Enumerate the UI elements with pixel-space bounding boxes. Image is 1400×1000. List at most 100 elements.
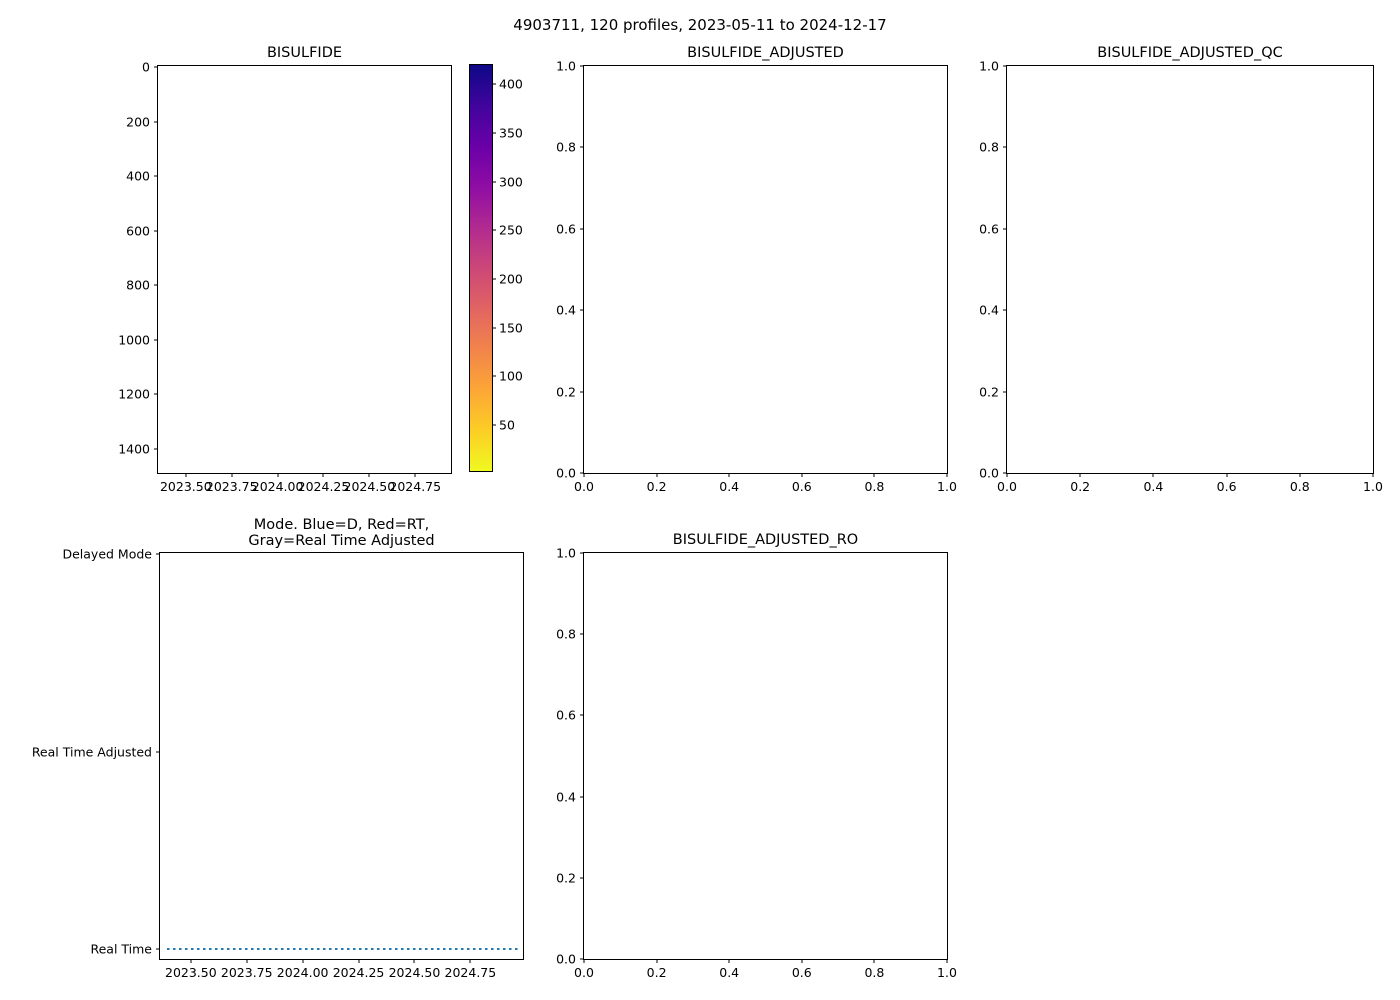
y-tick-label: 0.2	[556, 384, 576, 400]
y-tick-mark	[492, 375, 496, 377]
y-tick-label: 200	[499, 271, 523, 287]
x-tick-mark	[414, 473, 416, 477]
figure-suptitle: 4903711, 120 profiles, 2023-05-11 to 202…	[513, 16, 887, 34]
x-tick-label: 2024.00	[251, 479, 304, 494]
x-tick-mark	[873, 959, 875, 963]
x-tick-mark	[656, 959, 658, 963]
y-tick-mark	[492, 327, 496, 329]
y-tick-label: 1.0	[556, 545, 576, 561]
x-tick-mark	[1226, 473, 1228, 477]
x-tick-mark	[231, 473, 233, 477]
x-tick-label: 0.2	[1070, 479, 1091, 494]
subplot-bisulfide: BISULFIDE 2023.50 2023.75 2024.00 2024.25 20…	[118, 45, 452, 494]
y-tick-mark	[1003, 65, 1007, 67]
y-tick-label: 250	[499, 222, 523, 238]
y-tick-mark	[492, 132, 496, 134]
y-tick-label: Real Time	[90, 941, 152, 957]
y-tick-label: 0	[142, 59, 150, 75]
x-tick-mark	[246, 959, 248, 963]
subplot-mode: Mode. Blue=D, Red=RT, Gray=Real Time Adj…	[32, 517, 524, 980]
x-tick-mark	[583, 473, 585, 477]
x-tick-label: 2024.25	[297, 479, 350, 494]
x-tick-label: 2023.75	[205, 479, 258, 494]
y-tick-mark	[154, 66, 158, 68]
x-tick-label: 2024.75	[444, 965, 497, 980]
y-tick-label: 300	[499, 174, 523, 190]
y-tick-mark	[580, 228, 584, 230]
x-tick-label: 1.0	[937, 479, 957, 494]
x-tick-mark	[728, 473, 730, 477]
y-tick-label: Real Time Adjusted	[31, 744, 152, 760]
x-tick-label: 0.4	[719, 965, 740, 980]
y-tick-label: 0.4	[979, 302, 999, 318]
x-tick-mark	[583, 959, 585, 963]
x-tick-label: 0.4	[719, 479, 740, 494]
y-tick-label: 150	[499, 320, 523, 336]
x-tick-label: 2024.75	[389, 479, 442, 494]
x-tick-label: 2023.50	[164, 965, 217, 980]
y-tick-mark	[154, 121, 158, 123]
x-tick-mark	[1152, 473, 1154, 477]
x-tick-mark	[1006, 473, 1008, 477]
y-tick-mark	[1003, 309, 1007, 311]
y-tick-label: 0.8	[556, 626, 576, 642]
y-tick-label: 0.0	[556, 465, 576, 481]
x-tick-mark	[656, 473, 658, 477]
y-tick-mark	[580, 633, 584, 635]
y-tick-label: 50	[499, 417, 515, 433]
x-tick-label: 1.0	[1363, 479, 1383, 494]
y-tick-mark	[492, 83, 496, 85]
y-tick-label: 1000	[118, 332, 150, 348]
y-tick-label: 0.6	[979, 221, 999, 237]
y-tick-mark	[580, 877, 584, 879]
y-tick-label: 1.0	[979, 58, 999, 74]
y-tick-mark	[154, 393, 158, 395]
y-tick-label: 100	[499, 368, 523, 384]
x-tick-label: 0.6	[791, 965, 812, 980]
y-tick-label: 0.2	[556, 870, 576, 886]
x-tick-label: 0.2	[646, 965, 667, 980]
subplot-bisulfide-adjusted-ro: BISULFIDE_ADJUSTED_RO 0.0 0.2 0.4 0.6 0.8 1.0…	[556, 532, 957, 980]
x-tick-mark	[277, 473, 279, 477]
x-tick-label: 0.8	[864, 965, 885, 980]
y-tick-mark	[580, 309, 584, 311]
x-tick-label: 0.8	[864, 479, 885, 494]
x-tick-label: 2023.75	[220, 965, 273, 980]
y-tick-label: Delayed Mode	[62, 546, 152, 562]
y-tick-mark	[1003, 146, 1007, 148]
x-tick-label: 0.0	[574, 965, 594, 980]
y-tick-mark	[154, 175, 158, 177]
x-tick-label: 1.0	[937, 965, 957, 980]
y-tick-label: 0.4	[556, 302, 576, 318]
x-tick-mark	[873, 473, 875, 477]
x-tick-mark	[1079, 473, 1081, 477]
x-tick-label: 0.6	[1216, 479, 1237, 494]
y-tick-mark	[156, 553, 160, 555]
x-tick-label: 0.0	[574, 479, 594, 494]
x-tick-label: 2024.50	[388, 965, 441, 980]
subplot-bisulfide-adjusted-ro-title: BISULFIDE_ADJUSTED_RO	[672, 532, 859, 548]
y-tick-label: 350	[499, 125, 523, 141]
x-tick-mark	[801, 959, 803, 963]
x-tick-label: 0.8	[1289, 479, 1310, 494]
y-tick-label: 600	[126, 223, 150, 239]
y-tick-mark	[492, 229, 496, 231]
y-tick-mark	[492, 424, 496, 426]
y-tick-label: 1200	[118, 386, 150, 402]
x-tick-mark	[185, 473, 187, 477]
y-tick-mark	[580, 552, 584, 554]
subplot-bisulfide-adjusted: BISULFIDE_ADJUSTED 0.0 0.2 0.4 0.6 0.8 1.0 1.0…	[556, 45, 957, 494]
y-tick-mark	[154, 230, 158, 232]
y-tick-mark	[580, 958, 584, 960]
y-tick-mark	[580, 65, 584, 67]
x-tick-label: 2024.50	[343, 479, 396, 494]
y-tick-label: 0.6	[556, 221, 576, 237]
x-tick-mark	[469, 959, 471, 963]
x-tick-label: 2024.25	[332, 965, 385, 980]
y-tick-mark	[156, 948, 160, 950]
x-tick-mark	[801, 473, 803, 477]
x-tick-label: 2024.00	[276, 965, 329, 980]
subplot-mode-title: Mode. Blue=D, Red=RT, Gray=Real Time Adj…	[248, 517, 435, 549]
y-tick-mark	[1003, 472, 1007, 474]
